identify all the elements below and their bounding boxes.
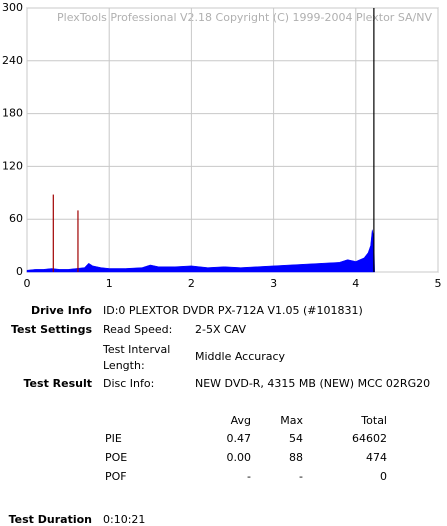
watermark: PlexTools Professional V2.18 Copyright (… [57,11,432,24]
value: Middle Accuracy [195,350,286,363]
label: Drive Info [30,304,92,317]
x-tick-label: 2 [188,277,195,290]
y-tick-label: 240 [2,54,23,67]
stats-cell: POF [105,470,127,483]
stats-cell: POE [105,451,128,464]
stats-cell: 474 [366,451,387,464]
stats-cell: PIE [105,432,122,445]
stats-cell: Max [280,414,303,427]
stats-cell: Avg [230,414,251,427]
x-tick-label: 1 [106,277,113,290]
y-tick-label: 60 [9,212,23,225]
pie-area [26,229,375,273]
label: Test Interval Length: [103,343,171,372]
label: Disc Info: [103,377,155,390]
y-tick-label: 120 [2,159,23,172]
y-tick-label: 180 [2,107,23,120]
label: Test Duration [8,513,92,526]
y-tick-label: 300 [2,1,23,14]
chart: PlexTools Professional V2.18 Copyright (… [2,1,442,290]
x-tick-label: 3 [270,277,277,290]
stats-cell: Total [361,414,387,427]
x-tick-label: 4 [352,277,359,290]
stats-cell: 64602 [352,432,387,445]
stats-cell: 54 [289,432,303,445]
stats-cell: 0 [380,470,387,483]
stats-cell: - [247,470,251,483]
stats-cell: 0.47 [226,432,252,445]
stats-cell: - [299,470,303,483]
value: 2-5X CAV [195,323,247,336]
x-tick-label: 5 [435,277,442,290]
label: Test Result [23,377,92,390]
value: NEW DVD-R, 4315 MB (NEW) MCC 02RG20 [195,377,431,390]
y-tick-label: 0 [16,265,23,278]
label: Test Settings [10,323,92,336]
stats-cell: 88 [289,451,303,464]
x-tick-label: 0 [24,277,31,290]
value: ID:0 PLEXTOR DVDR PX-712A V1.05 (#101831… [103,304,363,317]
value: 0:10:21 [103,513,146,526]
stats-cell: 0.00 [226,451,252,464]
label: Read Speed: [103,323,173,336]
plot-area [26,7,439,273]
